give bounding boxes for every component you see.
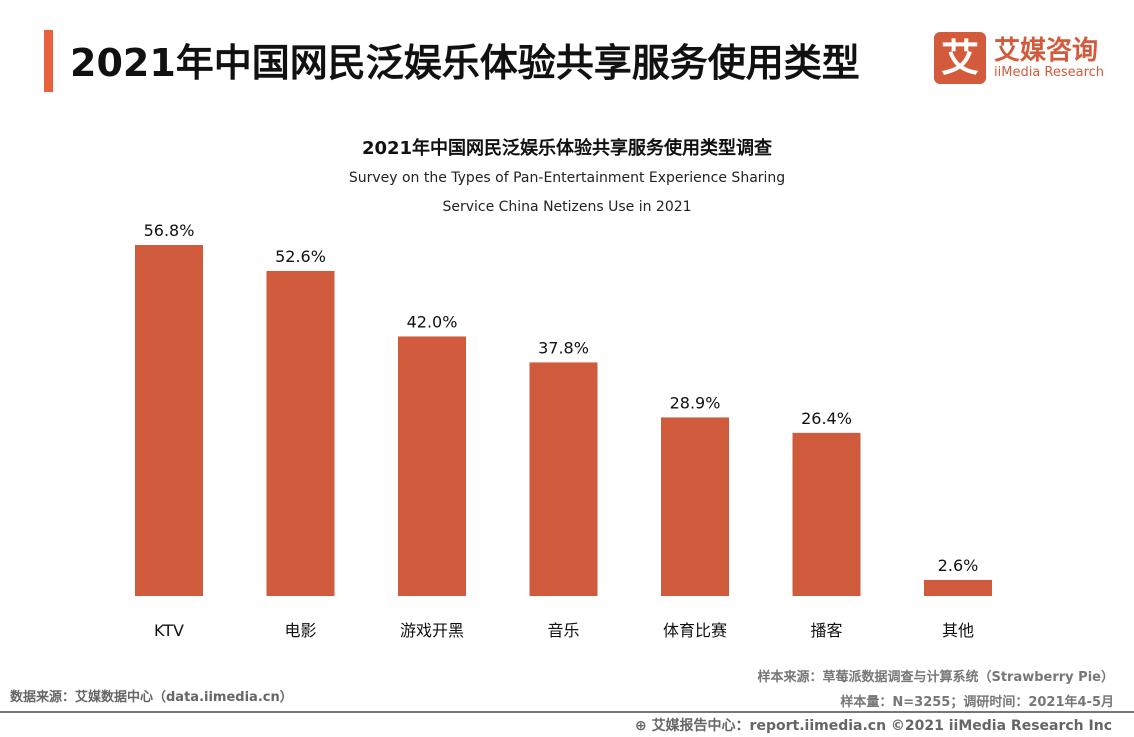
logo-en: iiMedia Research xyxy=(994,65,1105,80)
category-label: 其他 xyxy=(942,621,974,640)
sample-source: 样本来源：草莓派数据调查与计算系统（Strawberry Pie） xyxy=(757,670,1114,685)
bar xyxy=(529,362,598,596)
title-accent-bar xyxy=(44,30,53,92)
bar xyxy=(135,245,203,596)
chart-subtitle-line-1: Survey on the Types of Pan-Entertainment… xyxy=(348,170,786,186)
data-label: 26.4% xyxy=(801,409,852,428)
category-label: KTV xyxy=(154,621,184,640)
globe-icon: ⊕ xyxy=(634,718,652,734)
report-center: ⊕ 艾媒报告中心：report.iimedia.cn ©2021 iiMedia… xyxy=(635,715,1112,735)
sample-size: 样本量：N=3255；调研时间：2021年4-5月 xyxy=(840,695,1114,710)
bar xyxy=(398,336,466,596)
bar xyxy=(266,270,335,596)
chart-subtitle-line-2: Service China Netizens Use in 2021 xyxy=(442,199,692,215)
category-label: 游戏开黑 xyxy=(400,621,464,640)
footer-divider xyxy=(0,711,1134,713)
category-label: 体育比赛 xyxy=(663,621,727,640)
bar xyxy=(661,417,729,596)
data-label: 37.8% xyxy=(538,338,589,357)
page-title: 2021年中国网民泛娱乐体验共享服务使用类型 xyxy=(70,41,860,85)
category-label: 电影 xyxy=(284,621,316,640)
data-source: 数据来源：艾媒数据中心（data.iimedia.cn） xyxy=(10,690,293,705)
data-label: 56.8% xyxy=(144,221,195,240)
bar xyxy=(792,432,861,596)
data-label: 2.6% xyxy=(938,556,979,575)
logo-mark: 艾 xyxy=(934,32,986,84)
bar xyxy=(924,579,992,596)
iimedia-logo: 艾 艾媒咨询 iiMedia Research xyxy=(934,32,1114,86)
data-label: 28.9% xyxy=(670,393,721,412)
category-label: 音乐 xyxy=(547,621,579,640)
data-label: 52.6% xyxy=(275,247,326,266)
logo-cn: 艾媒咨询 xyxy=(994,36,1099,66)
data-label: 42.0% xyxy=(407,312,458,331)
chart-title: 2021年中国网民泛娱乐体验共享服务使用类型调查 xyxy=(361,138,773,159)
report-center-text: 艾媒报告中心：report.iimedia.cn ©2021 iiMedia R… xyxy=(651,718,1112,734)
category-label: 播客 xyxy=(810,621,842,640)
